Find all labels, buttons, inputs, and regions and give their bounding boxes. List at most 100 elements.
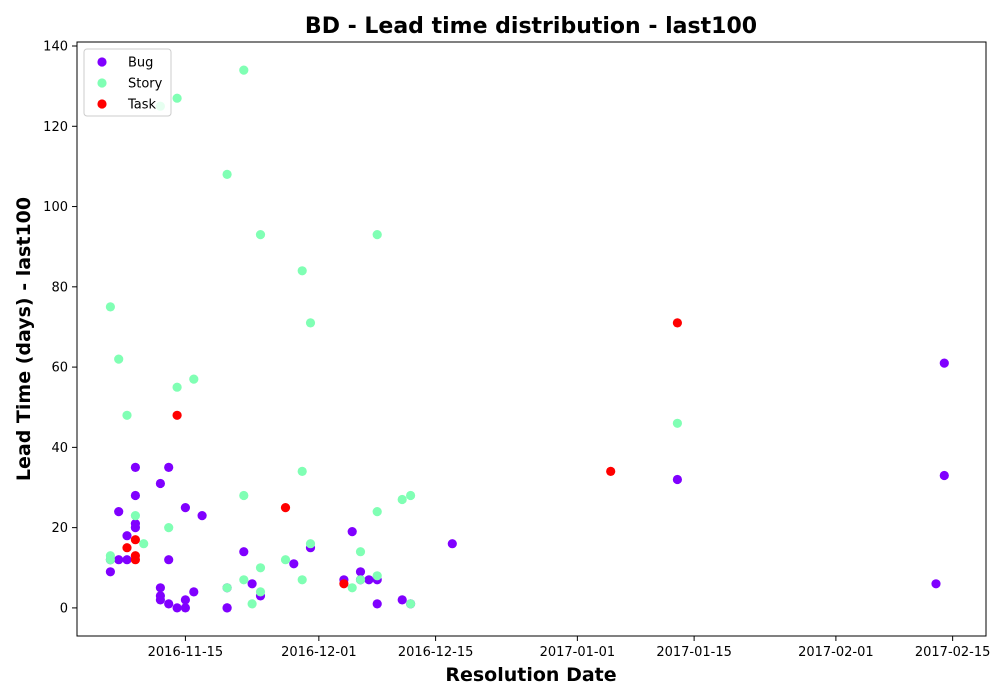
y-tick-label: 80 bbox=[51, 280, 68, 295]
y-tick-label: 120 bbox=[43, 120, 68, 135]
point-bug bbox=[348, 527, 357, 536]
legend-label-bug: Bug bbox=[128, 56, 153, 71]
point-task bbox=[606, 467, 615, 476]
point-task bbox=[673, 318, 682, 327]
point-bug bbox=[114, 555, 123, 564]
point-bug bbox=[164, 555, 173, 564]
point-bug bbox=[198, 511, 207, 520]
point-bug bbox=[156, 479, 165, 488]
point-story bbox=[223, 170, 232, 179]
x-tick-label: 2016-11-15 bbox=[148, 645, 224, 660]
point-story bbox=[239, 491, 248, 500]
y-axis-label: Lead Time (days) - last100 bbox=[13, 197, 35, 481]
point-bug bbox=[122, 555, 131, 564]
x-tick-label: 2017-02-15 bbox=[915, 645, 991, 660]
point-bug bbox=[122, 531, 131, 540]
legend-marker-story bbox=[97, 78, 106, 87]
point-bug bbox=[189, 587, 198, 596]
point-task bbox=[281, 503, 290, 512]
y-tick-label: 100 bbox=[43, 200, 68, 215]
x-tick-label: 2016-12-15 bbox=[398, 645, 474, 660]
y-tick-label: 20 bbox=[51, 521, 68, 536]
point-story bbox=[139, 539, 148, 548]
y-tick-label: 0 bbox=[60, 601, 68, 616]
point-bug bbox=[931, 579, 940, 588]
point-bug bbox=[106, 567, 115, 576]
point-story bbox=[106, 302, 115, 311]
y-axis-ticks: 0 20 40 60 80 100 120 140 bbox=[43, 40, 77, 617]
point-story bbox=[164, 523, 173, 532]
legend-label-task: Task bbox=[127, 98, 157, 113]
point-bug bbox=[164, 599, 173, 608]
point-story bbox=[106, 555, 115, 564]
point-story bbox=[256, 230, 265, 239]
point-story bbox=[298, 467, 307, 476]
point-story bbox=[189, 375, 198, 384]
chart-title: BD - Lead time distribution - last100 bbox=[305, 14, 757, 39]
point-bug bbox=[356, 567, 365, 576]
point-story bbox=[298, 266, 307, 275]
point-story bbox=[373, 507, 382, 516]
point-story bbox=[373, 230, 382, 239]
point-bug bbox=[289, 559, 298, 568]
x-tick-label: 2017-02-01 bbox=[798, 645, 874, 660]
point-story bbox=[173, 94, 182, 103]
point-story bbox=[256, 587, 265, 596]
point-bug bbox=[223, 603, 232, 612]
point-task bbox=[339, 579, 348, 588]
point-bug bbox=[173, 603, 182, 612]
point-story bbox=[306, 318, 315, 327]
point-bug bbox=[181, 503, 190, 512]
point-bug bbox=[131, 463, 140, 472]
x-tick-label: 2017-01-15 bbox=[656, 645, 732, 660]
point-task bbox=[131, 535, 140, 544]
point-bug bbox=[131, 491, 140, 500]
point-story bbox=[348, 583, 357, 592]
x-axis-ticks: 2016-11-15 2016-12-01 2016-12-15 2017-01-01… bbox=[148, 636, 991, 660]
point-story bbox=[114, 355, 123, 364]
point-bug bbox=[164, 463, 173, 472]
point-bug bbox=[398, 595, 407, 604]
point-story bbox=[356, 575, 365, 584]
point-bug bbox=[181, 603, 190, 612]
legend-marker-bug bbox=[97, 57, 106, 66]
point-task bbox=[131, 551, 140, 560]
point-bug bbox=[940, 471, 949, 480]
point-bug bbox=[448, 539, 457, 548]
point-story bbox=[356, 547, 365, 556]
point-story bbox=[256, 563, 265, 572]
point-story bbox=[673, 419, 682, 428]
point-bug bbox=[156, 583, 165, 592]
point-bug bbox=[114, 507, 123, 516]
point-story bbox=[306, 539, 315, 548]
point-bug bbox=[156, 595, 165, 604]
point-story bbox=[173, 383, 182, 392]
point-bug bbox=[131, 523, 140, 532]
point-task bbox=[122, 543, 131, 552]
y-tick-label: 140 bbox=[43, 40, 68, 55]
point-bug bbox=[673, 475, 682, 484]
legend: Bug Story Task bbox=[84, 49, 171, 116]
y-tick-label: 40 bbox=[51, 441, 68, 456]
x-tick-label: 2016-12-01 bbox=[281, 645, 357, 660]
point-bug bbox=[940, 359, 949, 368]
y-tick-label: 60 bbox=[51, 361, 68, 376]
point-bug bbox=[248, 579, 257, 588]
point-task bbox=[173, 411, 182, 420]
plot-frame bbox=[77, 42, 986, 636]
point-bug bbox=[239, 547, 248, 556]
point-story bbox=[131, 511, 140, 520]
point-story bbox=[281, 555, 290, 564]
point-story bbox=[248, 599, 257, 608]
legend-marker-task bbox=[97, 99, 106, 108]
point-bug bbox=[181, 595, 190, 604]
point-story bbox=[239, 66, 248, 75]
x-tick-label: 2017-01-01 bbox=[540, 645, 616, 660]
legend-label-story: Story bbox=[128, 77, 163, 92]
point-story bbox=[406, 599, 415, 608]
point-story bbox=[223, 583, 232, 592]
point-story bbox=[298, 575, 307, 584]
x-axis-label: Resolution Date bbox=[445, 664, 616, 686]
point-story bbox=[239, 575, 248, 584]
plot-marks bbox=[106, 66, 949, 613]
